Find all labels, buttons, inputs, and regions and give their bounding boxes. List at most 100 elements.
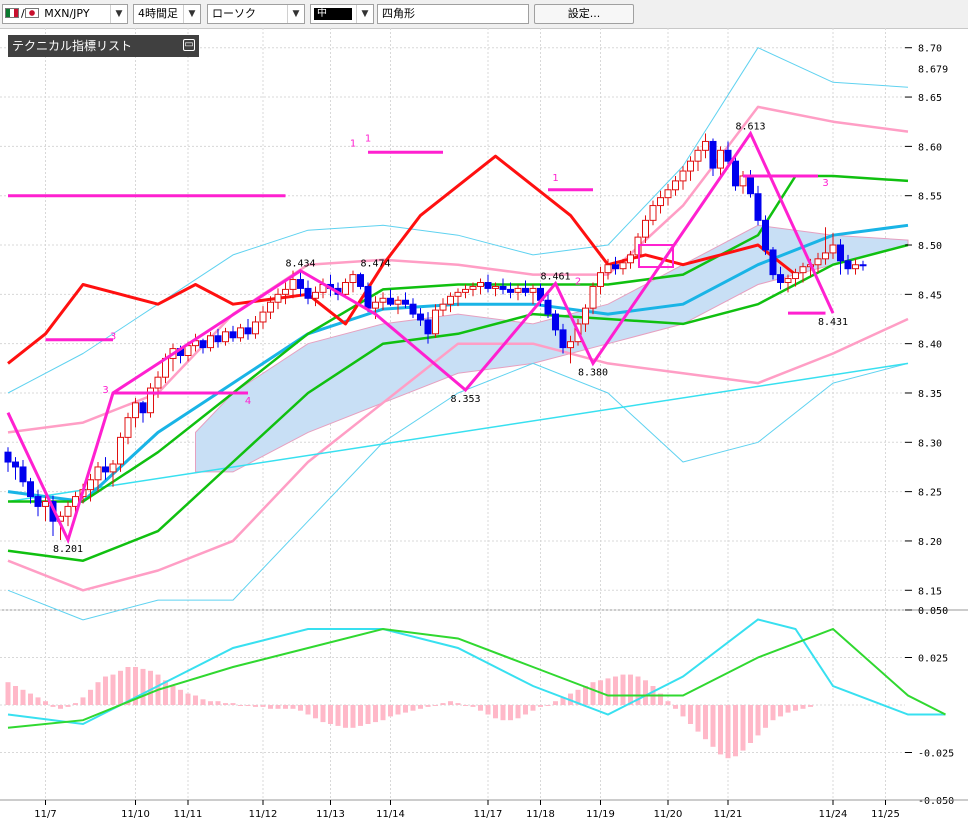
candle-body bbox=[559, 329, 567, 349]
macd-histogram-bar bbox=[170, 686, 176, 705]
candle-body bbox=[207, 335, 214, 349]
candle-body bbox=[259, 311, 267, 323]
candlesticks bbox=[4, 133, 867, 540]
macd-histogram-bar bbox=[268, 705, 273, 709]
x-tick-label: 11/14 bbox=[376, 809, 405, 820]
y-tick-label: 8.50 bbox=[918, 241, 942, 252]
candle-body bbox=[252, 321, 259, 335]
macd-histogram-bar bbox=[500, 705, 506, 721]
macd-panel: 0.050 0.025 -0.025 -0.050 bbox=[5, 606, 954, 807]
candle-body bbox=[799, 266, 807, 274]
y-tick-label: 8.60 bbox=[918, 142, 942, 153]
macd-histogram-bar bbox=[425, 705, 431, 707]
candle-body bbox=[357, 274, 364, 287]
y-tick-label: 8.35 bbox=[918, 389, 942, 400]
candle-body bbox=[679, 170, 687, 182]
price-annotation: 8.474 bbox=[360, 259, 390, 270]
candle-body bbox=[34, 496, 42, 507]
bollinger-2sigma-lower bbox=[7, 362, 909, 621]
macd-histogram-bar bbox=[80, 697, 86, 705]
candle-body bbox=[619, 262, 627, 270]
symbol-select[interactable]: / MXN/JPY ▼ bbox=[2, 4, 128, 24]
macd-histogram-bar bbox=[613, 676, 618, 705]
macd-histogram-bar bbox=[343, 705, 348, 728]
macd-histogram-bar bbox=[320, 705, 326, 723]
timeframe-select[interactable]: 4時間足 ▼ bbox=[133, 4, 201, 24]
candle-body bbox=[372, 301, 379, 309]
price-annotations: 8.201 8.434 8.474 8.353 8.461 8.380 8.613 8.431 bbox=[53, 122, 848, 555]
macd-histogram-bar bbox=[695, 705, 701, 732]
settings-button[interactable]: 設定... bbox=[534, 4, 634, 24]
candle-body bbox=[769, 249, 777, 276]
macd-histogram-bar bbox=[193, 695, 198, 705]
candle-body bbox=[499, 285, 507, 290]
candle-body bbox=[649, 205, 657, 221]
candle-body bbox=[417, 313, 424, 321]
macd-histogram-bar bbox=[658, 693, 663, 705]
chevron-down-icon[interactable]: ▼ bbox=[183, 5, 200, 23]
candle-body bbox=[837, 244, 844, 262]
macd-signal-line bbox=[7, 627, 946, 729]
macd-histogram-bar bbox=[215, 701, 221, 705]
macd-histogram-bar bbox=[763, 705, 768, 728]
candle-body bbox=[477, 282, 484, 287]
mexico-flag-icon bbox=[5, 8, 19, 18]
chart-style-label: ローソク bbox=[212, 7, 256, 20]
macd-histogram-bar bbox=[493, 705, 498, 719]
macd-histogram-bar bbox=[185, 693, 191, 705]
macd-histogram-bar bbox=[530, 705, 536, 711]
macd-histogram-bar bbox=[275, 705, 281, 709]
candle-body bbox=[87, 479, 94, 491]
candle-body bbox=[364, 285, 372, 309]
candle-body bbox=[147, 387, 154, 414]
macd-histogram-bar bbox=[538, 705, 543, 707]
macd-histogram-bar bbox=[110, 674, 116, 705]
indicator-list-label: テクニカル指標リスト bbox=[12, 39, 133, 53]
chevron-down-icon[interactable]: ▼ bbox=[356, 5, 373, 23]
line-width-swatch: 中 bbox=[314, 8, 352, 20]
candle-body bbox=[484, 282, 492, 289]
macd-histogram-bar bbox=[755, 705, 761, 736]
x-tick-label: 11/7 bbox=[34, 809, 56, 820]
candle-body bbox=[462, 288, 469, 293]
price-annotation: 8.353 bbox=[450, 394, 480, 405]
drawing-tool-field[interactable]: 四角形 bbox=[377, 4, 529, 24]
macd-histogram-bar bbox=[485, 705, 491, 715]
macd-histogram-bar bbox=[200, 699, 206, 705]
y-tick-label: 8.65 bbox=[918, 93, 942, 104]
candle-body bbox=[12, 461, 19, 468]
y-tick-label: 8.45 bbox=[918, 290, 942, 301]
candle-body bbox=[657, 197, 664, 207]
macd-histogram-bar bbox=[740, 705, 746, 751]
macd-histogram-bar bbox=[403, 705, 408, 713]
candle-body bbox=[492, 285, 499, 289]
candle-body bbox=[237, 327, 244, 339]
minimize-icon[interactable]: ▭ bbox=[183, 39, 195, 51]
x-tick-label: 11/12 bbox=[249, 809, 278, 820]
macd-histogram-bar bbox=[553, 701, 558, 705]
macd-histogram-bar bbox=[560, 697, 566, 705]
candle-body bbox=[139, 402, 147, 414]
candle-body bbox=[454, 291, 462, 297]
x-tick-label: 11/17 bbox=[474, 809, 503, 820]
macd-histogram-bar bbox=[43, 701, 48, 705]
chart-style-select[interactable]: ローソク ▼ bbox=[207, 4, 305, 24]
candle-body bbox=[567, 341, 574, 349]
symbol-label: MXN/JPY bbox=[44, 7, 90, 20]
macd-histogram-bar bbox=[290, 705, 296, 709]
line-width-select[interactable]: 中 ▼ bbox=[310, 4, 374, 24]
candle-body bbox=[387, 297, 394, 305]
chevron-down-icon[interactable]: ▼ bbox=[287, 5, 304, 23]
chevron-down-icon[interactable]: ▼ bbox=[110, 5, 127, 23]
y-tick-label: 8.70 bbox=[918, 44, 942, 55]
lagging-span-line bbox=[7, 243, 909, 562]
macd-histogram-bar bbox=[95, 682, 101, 705]
candle-body bbox=[687, 160, 694, 172]
candle-body bbox=[732, 160, 739, 187]
macd-histogram-bar bbox=[583, 686, 588, 705]
macd-histogram-bar bbox=[35, 697, 41, 705]
candle-body bbox=[244, 327, 252, 335]
technical-indicator-list[interactable]: テクニカル指標リスト ▭ bbox=[8, 35, 199, 57]
